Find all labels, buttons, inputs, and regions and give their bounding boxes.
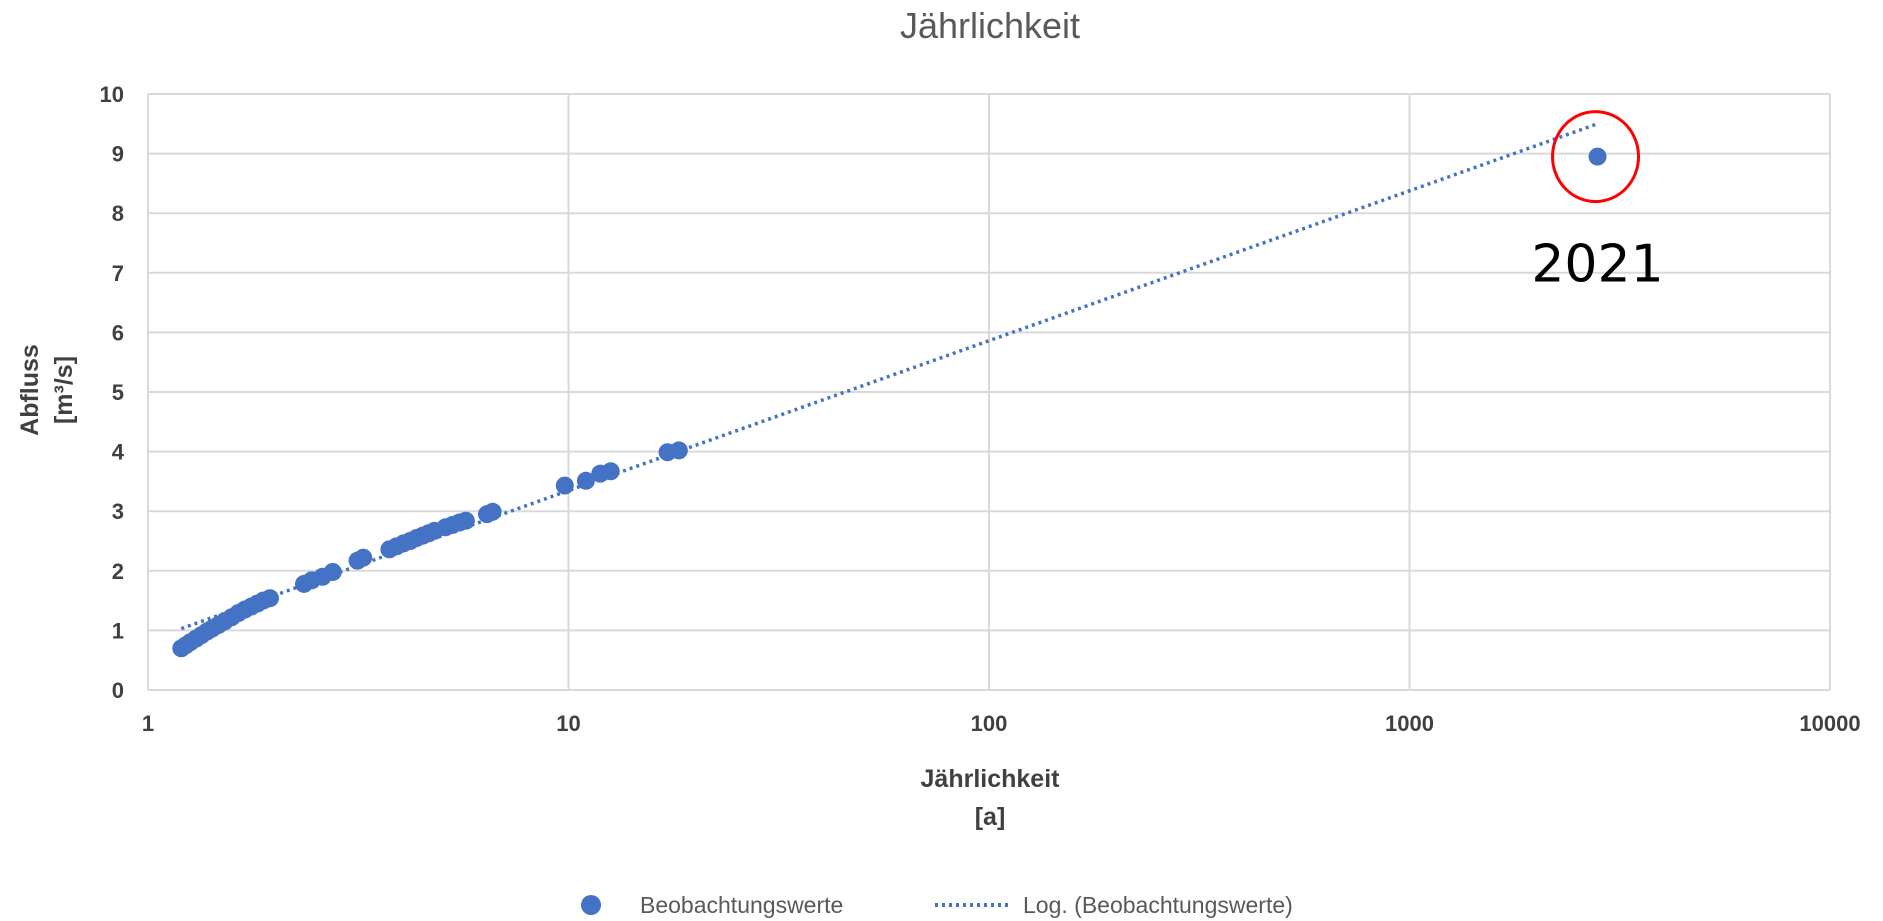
grid	[147, 93, 1831, 691]
y-axis-title-line2: [m³/s]	[50, 356, 78, 424]
y-tick-label: 1	[112, 618, 124, 643]
y-axis-title-line1: Abfluss	[16, 344, 44, 436]
annotation-layer: 2021	[1531, 110, 1664, 295]
data-points	[172, 147, 1607, 658]
legend-label-observations: Beobachtungswerte	[640, 892, 843, 918]
x-tick-label: 1	[142, 711, 154, 736]
y-tick-label: 3	[112, 499, 124, 524]
legend-marker-observations	[581, 895, 601, 915]
y-axis-title: Abfluss [m³/s]	[16, 344, 78, 436]
legend-label-trendline: Log. (Beobachtungswerte)	[1023, 892, 1293, 918]
y-tick-label: 0	[112, 678, 124, 703]
x-tick-label: 10	[556, 711, 580, 736]
data-point	[483, 502, 502, 521]
x-tick-label: 100	[971, 711, 1008, 736]
y-tick-label: 4	[112, 440, 125, 465]
data-point	[260, 589, 279, 608]
y-tick-label: 9	[112, 142, 124, 167]
trendline	[180, 122, 1599, 631]
data-point	[1588, 147, 1607, 166]
y-tick-label: 7	[112, 261, 124, 286]
data-point	[323, 562, 342, 581]
legend: Beobachtungswerte Log. (Beobachtungswert…	[581, 892, 1293, 918]
data-point	[669, 441, 688, 460]
data-point	[601, 462, 620, 481]
data-point	[576, 471, 595, 490]
y-tick-label: 2	[112, 559, 124, 584]
annotation-label: 2021	[1531, 235, 1663, 295]
trendline-layer	[180, 122, 1599, 631]
y-tick-label: 5	[112, 380, 124, 405]
x-axis-title-line2: [a]	[975, 803, 1006, 831]
x-axis-title-line1: Jährlichkeit	[921, 765, 1061, 793]
x-tick-label: 1000	[1385, 711, 1434, 736]
y-tick-label: 8	[112, 201, 124, 226]
x-axis-title: Jährlichkeit [a]	[921, 765, 1061, 831]
chart-title: Jährlichkeit	[900, 5, 1080, 46]
highlight-circle	[1551, 110, 1641, 204]
x-tick-label: 10000	[1799, 711, 1860, 736]
y-tick-label: 6	[112, 320, 124, 345]
data-point	[456, 511, 475, 530]
y-tick-label: 10	[100, 82, 124, 107]
data-point	[555, 476, 574, 495]
data-point	[354, 548, 373, 567]
